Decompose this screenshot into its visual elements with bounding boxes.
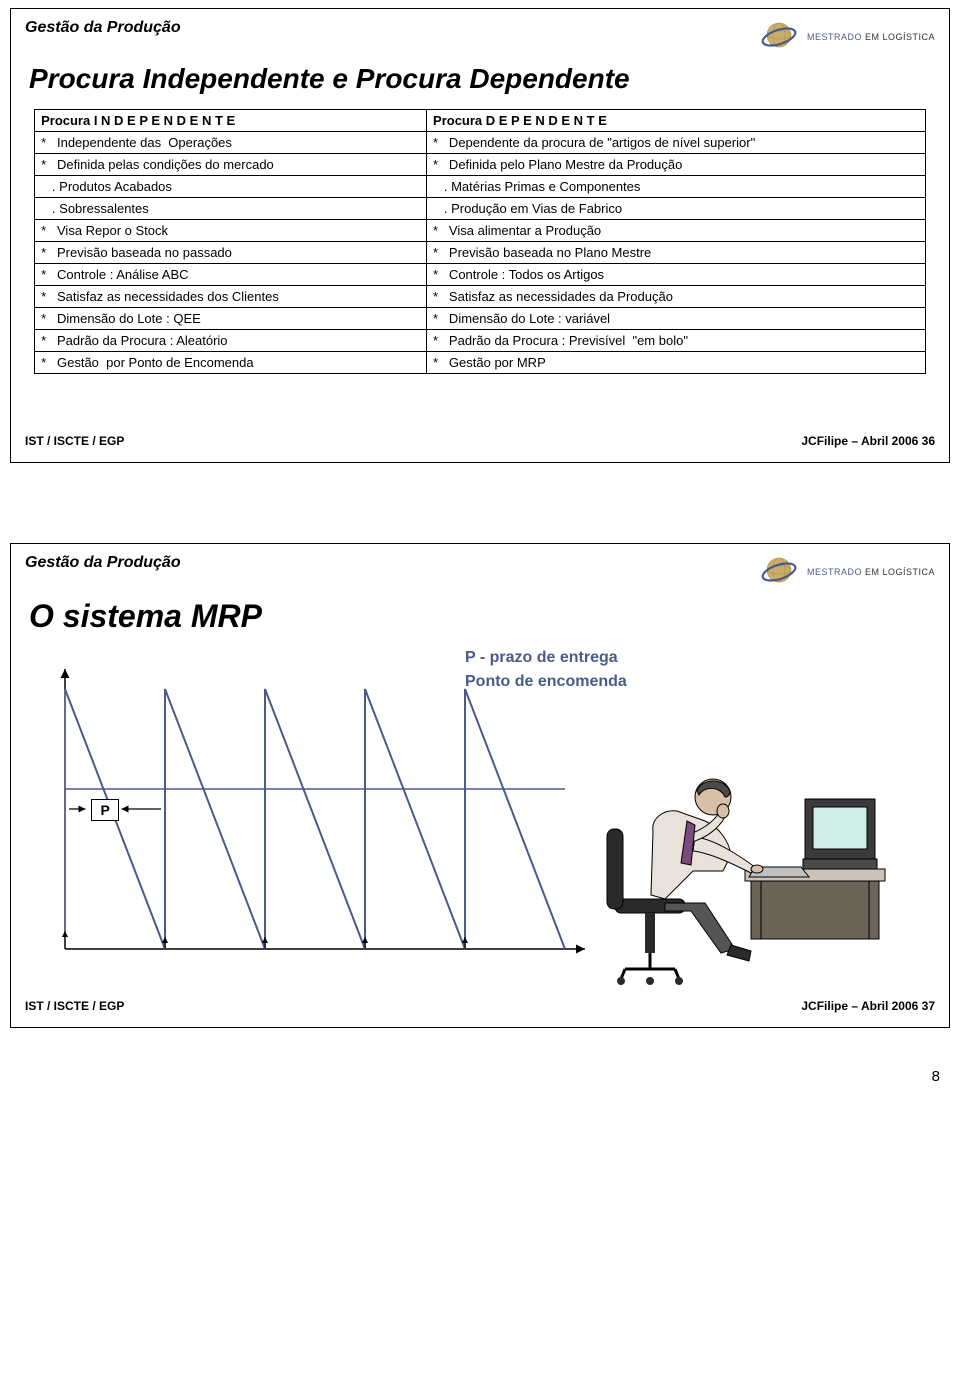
logo-text: MESTRADO EM LOGÍSTICA <box>807 567 935 577</box>
cell-right: . Produção em Vias de Fabrico <box>427 198 926 220</box>
cell-left: . Produtos Acabados <box>35 176 427 198</box>
table-row: . Sobressalentes . Produção em Vias de F… <box>35 198 926 220</box>
person-at-computer-icon <box>555 739 895 989</box>
logo-text-2: EM LOGÍSTICA <box>865 32 935 42</box>
comparison-table: Procura I N D E P E N D E N T E Procura … <box>34 109 926 374</box>
logo-block: MESTRADO EM LOGÍSTICA <box>757 552 935 592</box>
logo-text: MESTRADO EM LOGÍSTICA <box>807 32 935 42</box>
logo-text-1: MESTRADO <box>807 567 862 577</box>
p-box: P <box>91 799 118 821</box>
page-number: 8 <box>0 1068 940 1085</box>
logo-block: MESTRADO EM LOGÍSTICA <box>757 17 935 57</box>
logo-text-1: MESTRADO <box>807 32 862 42</box>
table-row: . Produtos Acabados . Matérias Primas e … <box>35 176 926 198</box>
table-header-row: Procura I N D E P E N D E N T E Procura … <box>35 110 926 132</box>
cell-left: * Independente das Operações <box>35 132 427 154</box>
logo-icon <box>757 17 801 57</box>
cell-left: * Definida pelas condições do mercado <box>35 154 427 176</box>
cell-right: * Dependente da procura de "artigos de n… <box>427 132 926 154</box>
table-row: * Satisfaz as necessidades dos Clientes*… <box>35 286 926 308</box>
cell-left: * Visa Repor o Stock <box>35 220 427 242</box>
cell-left: . Sobressalentes <box>35 198 427 220</box>
cell-left: * Previsão baseada no passado <box>35 242 427 264</box>
logo-icon <box>757 552 801 592</box>
col-header-right: Procura D E P E N D E N T E <box>427 110 926 132</box>
slide-header: Gestão da Produção MESTRADO EM LOGÍSTICA <box>25 554 935 592</box>
slide-1: Gestão da Produção MESTRADO EM LOGÍSTICA… <box>10 8 950 463</box>
table-row: * Controle : Análise ABC* Controle : Tod… <box>35 264 926 286</box>
cell-right: * Definida pelo Plano Mestre da Produção <box>427 154 926 176</box>
table-row: * Padrão da Procura : Aleatório* Padrão … <box>35 330 926 352</box>
table-row: * Gestão por Ponto de Encomenda* Gestão … <box>35 352 926 374</box>
footer-left: IST / ISCTE / EGP <box>25 434 124 448</box>
col-header-left: Procura I N D E P E N D E N T E <box>35 110 427 132</box>
table-row: * Definida pelas condições do mercado* D… <box>35 154 926 176</box>
table-row: * Visa Repor o Stock* Visa alimentar a P… <box>35 220 926 242</box>
slide-title: O sistema MRP <box>29 598 935 635</box>
cell-right: * Gestão por MRP <box>427 352 926 374</box>
footer-left: IST / ISCTE / EGP <box>25 999 124 1013</box>
cell-right: * Controle : Todos os Artigos <box>427 264 926 286</box>
table-row: * Previsão baseada no passado* Previsão … <box>35 242 926 264</box>
cell-left: * Gestão por Ponto de Encomenda <box>35 352 427 374</box>
cell-left: * Dimensão do Lote : QEE <box>35 308 427 330</box>
cell-right: * Padrão da Procura : Previsível "em bol… <box>427 330 926 352</box>
slide-footer: IST / ISCTE / EGP JCFilipe – Abril 2006 … <box>25 434 935 448</box>
chart-area: P - prazo de entrega Ponto de encomenda … <box>35 649 925 989</box>
cell-left: * Satisfaz as necessidades dos Clientes <box>35 286 427 308</box>
slide-footer: IST / ISCTE / EGP JCFilipe – Abril 2006 … <box>25 999 935 1013</box>
footer-right: JCFilipe – Abril 2006 37 <box>801 999 935 1013</box>
cell-right: * Dimensão do Lote : variável <box>427 308 926 330</box>
cell-right: * Previsão baseada no Plano Mestre <box>427 242 926 264</box>
cell-left: * Controle : Análise ABC <box>35 264 427 286</box>
logo-text-2: EM LOGÍSTICA <box>865 567 935 577</box>
cell-left: * Padrão da Procura : Aleatório <box>35 330 427 352</box>
slide-title: Procura Independente e Procura Dependent… <box>29 63 935 95</box>
header-text: Gestão da Produção <box>25 19 181 37</box>
header-text: Gestão da Produção <box>25 554 181 572</box>
table-row: * Independente das Operações* Dependente… <box>35 132 926 154</box>
slide-header: Gestão da Produção MESTRADO EM LOGÍSTICA <box>25 19 935 57</box>
sawtooth-chart <box>35 649 595 969</box>
slide-2: Gestão da Produção MESTRADO EM LOGÍSTICA… <box>10 543 950 1028</box>
footer-right: JCFilipe – Abril 2006 36 <box>801 434 935 448</box>
cell-right: . Matérias Primas e Componentes <box>427 176 926 198</box>
table-row: * Dimensão do Lote : QEE* Dimensão do Lo… <box>35 308 926 330</box>
cell-right: * Satisfaz as necessidades da Produção <box>427 286 926 308</box>
cell-right: * Visa alimentar a Produção <box>427 220 926 242</box>
